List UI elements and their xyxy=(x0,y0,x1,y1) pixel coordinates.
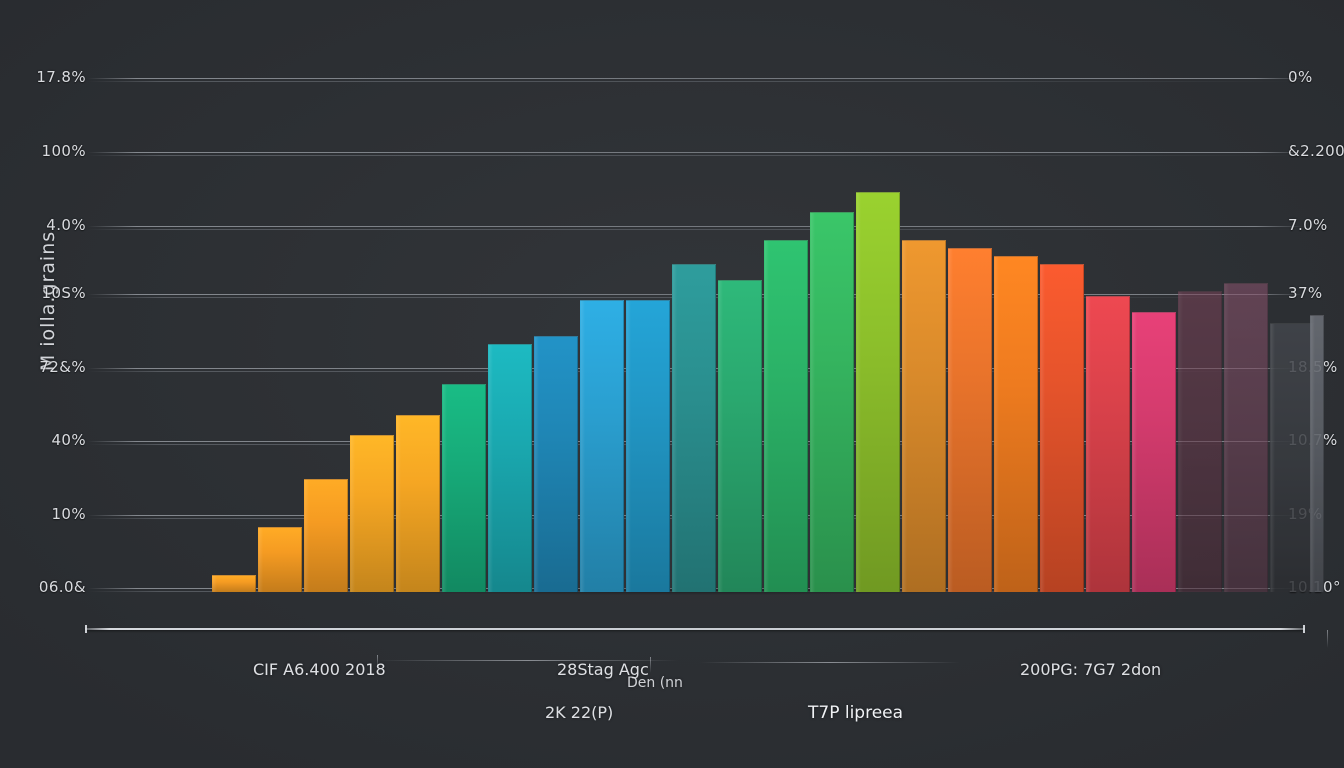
bar xyxy=(212,575,256,592)
x-label-vleader-2 xyxy=(650,657,651,673)
bar xyxy=(672,264,716,592)
bar xyxy=(442,384,486,592)
bar xyxy=(764,240,808,592)
bar xyxy=(626,300,670,592)
y-tick-label-left: 10% xyxy=(51,505,86,523)
bar xyxy=(948,248,992,592)
gridline xyxy=(88,152,1304,156)
y-tick-label-right: 7.0% xyxy=(1288,216,1328,234)
bar xyxy=(1040,264,1084,592)
bar xyxy=(304,479,348,592)
bar xyxy=(350,435,394,592)
x-axis-cap-right xyxy=(1303,625,1305,633)
bar-faded xyxy=(1178,291,1222,592)
y-tick-label-left: 10S% xyxy=(41,284,86,302)
x-tick-label-2: Den (nn xyxy=(627,675,683,691)
y-tick-label-right: 37% xyxy=(1288,284,1323,302)
gridline xyxy=(88,78,1304,82)
bar xyxy=(902,240,946,592)
x-label-leader-1 xyxy=(378,660,678,661)
x-tick-label-0: CIF A6.400 2018 xyxy=(253,660,386,679)
y-tick-label-left: 4.0% xyxy=(46,216,86,234)
x-axis-cap-left xyxy=(85,625,87,633)
y-tick-label-left: 100% xyxy=(41,142,86,160)
bar xyxy=(810,212,854,592)
y-tick-label-left: 17.8% xyxy=(36,68,86,86)
bar xyxy=(1086,296,1130,592)
bar-faded xyxy=(1224,283,1268,592)
x-tick-label-3: 2K 22(P) xyxy=(545,703,614,722)
bar xyxy=(580,300,624,592)
bar xyxy=(994,256,1038,592)
bar xyxy=(718,280,762,592)
bar xyxy=(534,336,578,592)
bar xyxy=(396,415,440,592)
x-tick-label-1: 28Stag Agc xyxy=(557,660,649,679)
y-tick-label-right: &2.200 xyxy=(1288,142,1344,160)
x-label-leader-2 xyxy=(700,662,960,663)
x-label-vleader-3 xyxy=(1327,630,1328,648)
bar xyxy=(856,192,900,592)
x-axis-line xyxy=(85,625,1305,633)
bar xyxy=(1132,312,1176,592)
x-label-vleader-1 xyxy=(377,655,378,669)
y-tick-label-right: 0% xyxy=(1288,68,1313,86)
x-axis-title: T7P lipreea xyxy=(808,703,904,723)
gridline xyxy=(88,226,1304,230)
bar xyxy=(258,527,302,592)
y-tick-label-left: 06.0& xyxy=(38,578,86,596)
bar-faded xyxy=(1270,323,1314,592)
y-tick-label-left: 40% xyxy=(51,431,86,449)
y-tick-label-left: 72&% xyxy=(39,358,86,376)
bar-faded xyxy=(1310,315,1324,592)
bar xyxy=(488,344,532,592)
x-tick-label-4: 200PG: 7G7 2don xyxy=(1020,660,1162,679)
